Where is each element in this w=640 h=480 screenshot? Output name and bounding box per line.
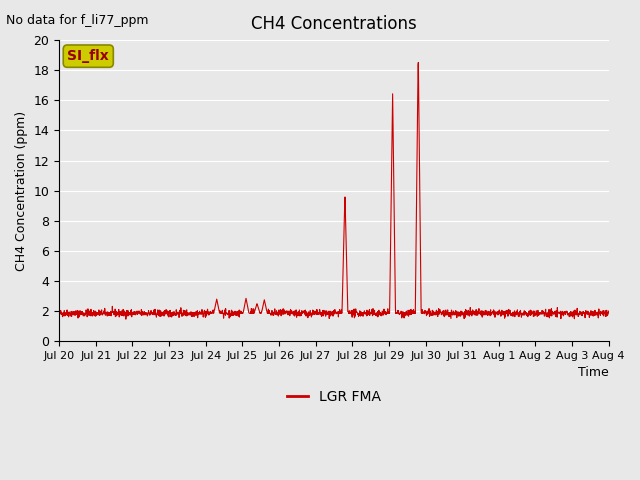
LGR FMA xyxy=(572,309,580,315)
Y-axis label: CH4 Concentration (ppm): CH4 Concentration (ppm) xyxy=(15,110,28,271)
Text: No data for f_li77_ppm: No data for f_li77_ppm xyxy=(6,14,149,27)
LGR FMA xyxy=(415,60,422,65)
Text: SI_flx: SI_flx xyxy=(67,49,109,63)
LGR FMA xyxy=(362,311,370,316)
LGR FMA xyxy=(605,310,612,315)
X-axis label: Time: Time xyxy=(578,366,609,379)
LGR FMA xyxy=(122,316,130,322)
Legend: LGR FMA: LGR FMA xyxy=(282,384,387,409)
Title: CH4 Concentrations: CH4 Concentrations xyxy=(251,15,417,33)
LGR FMA xyxy=(494,312,502,318)
LGR FMA xyxy=(209,308,216,314)
Line: LGR FMA: LGR FMA xyxy=(59,62,609,319)
LGR FMA xyxy=(557,309,564,315)
LGR FMA xyxy=(350,309,358,314)
LGR FMA xyxy=(55,310,63,315)
